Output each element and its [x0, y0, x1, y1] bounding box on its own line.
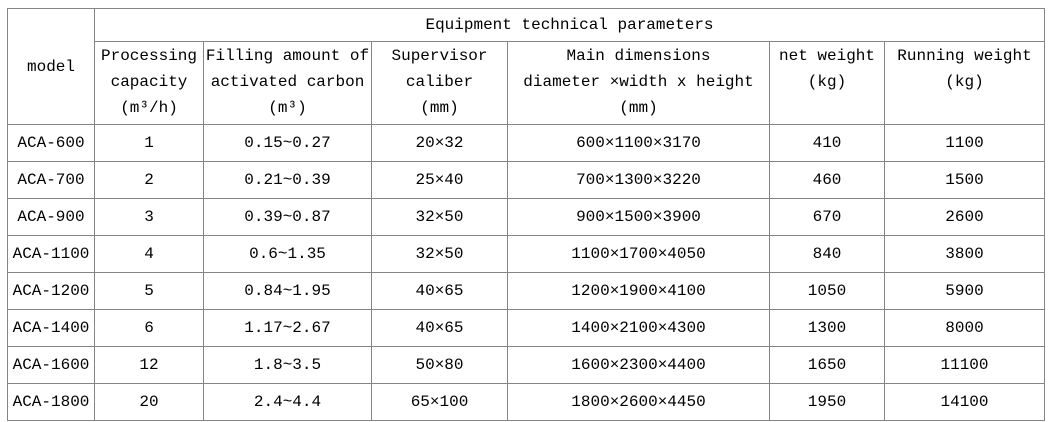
cell-processing-capacity: 2: [94, 161, 204, 199]
cell-processing-capacity: 1: [94, 124, 204, 162]
cell-model: ACA-1100: [7, 235, 95, 273]
cell-main-dimensions: 1200×1900×4100: [507, 272, 770, 310]
cell-filling-amount: 1.8~3.5: [203, 346, 372, 384]
cell-supervisor-caliber: 20×32: [371, 124, 508, 162]
column-header-model: model: [7, 8, 95, 125]
cell-main-dimensions: 600×1100×3170: [507, 124, 770, 162]
cell-filling-amount: 2.4~4.4: [203, 383, 372, 421]
header-unit: (m³): [268, 99, 307, 117]
table-row: ACA-700 2 0.21~0.39 25×40 700×1300×3220 460 15…: [7, 161, 1045, 199]
column-header-running-weight: Running weight (kg): [884, 41, 1045, 125]
cell-processing-capacity: 6: [94, 309, 204, 347]
header-line: Running weight: [897, 47, 1032, 65]
cell-model: ACA-1200: [7, 272, 95, 310]
cell-model: ACA-600: [7, 124, 95, 162]
cell-model: ACA-1800: [7, 383, 95, 421]
table-row: ACA-1400 6 1.17~2.67 40×65 1400×2100×4300 130…: [7, 309, 1045, 347]
cell-net-weight: 840: [769, 235, 885, 273]
cell-processing-capacity: 20: [94, 383, 204, 421]
cell-running-weight: 1500: [884, 161, 1045, 199]
header-line: diameter ×width x height: [523, 73, 754, 91]
header-line: Processing: [100, 47, 197, 65]
cell-net-weight: 670: [769, 198, 885, 236]
table-subheader-row: Processing capacity (m³/h) Filling amoun…: [8, 41, 1045, 125]
cell-processing-capacity: 4: [94, 235, 204, 273]
cell-filling-amount: 0.21~0.39: [203, 161, 372, 199]
cell-model: ACA-900: [7, 198, 95, 236]
column-header-main-dimensions: Main dimensions diameter ×width x height…: [507, 41, 770, 125]
cell-model: ACA-1400: [7, 309, 95, 347]
cell-filling-amount: 0.6~1.35: [203, 235, 372, 273]
cell-supervisor-caliber: 32×50: [371, 198, 508, 236]
header-line: Main dimensions: [566, 47, 711, 65]
cell-main-dimensions: 1100×1700×4050: [507, 235, 770, 273]
header-line: net weight: [778, 47, 875, 65]
table-row: ACA-900 3 0.39~0.87 32×50 900×1500×3900 670 26…: [7, 198, 1045, 236]
table-row: ACA-1600 12 1.8~3.5 50×80 1600×2300×4400 1650…: [7, 346, 1045, 384]
cell-running-weight: 14100: [884, 383, 1045, 421]
cell-running-weight: 3800: [884, 235, 1045, 273]
cell-model: ACA-700: [7, 161, 95, 199]
header-unit: (mm): [420, 99, 459, 117]
table-body: ACA-600 1 0.15~0.27 20×32 600×1100×3170 410 11…: [7, 124, 1045, 421]
cell-main-dimensions: 700×1300×3220: [507, 161, 770, 199]
header-line: caliber: [405, 73, 474, 91]
cell-net-weight: 1050: [769, 272, 885, 310]
table-row: ACA-1800 20 2.4~4.4 65×100 1800×2600×4450 195…: [7, 383, 1045, 421]
column-header-supervisor-caliber: Supervisor caliber (mm): [371, 41, 508, 125]
table-title: Equipment technical parameters: [94, 8, 1045, 42]
cell-running-weight: 8000: [884, 309, 1045, 347]
header-unit: (m³/h): [120, 99, 178, 117]
cell-filling-amount: 0.84~1.95: [203, 272, 372, 310]
cell-running-weight: 11100: [884, 346, 1045, 384]
cell-net-weight: 1950: [769, 383, 885, 421]
cell-processing-capacity: 12: [94, 346, 204, 384]
cell-running-weight: 2600: [884, 198, 1045, 236]
cell-processing-capacity: 3: [94, 198, 204, 236]
cell-processing-capacity: 5: [94, 272, 204, 310]
cell-net-weight: 1650: [769, 346, 885, 384]
table-row: ACA-1200 5 0.84~1.95 40×65 1200×1900×4100 105…: [7, 272, 1045, 310]
header-line: Supervisor: [391, 47, 488, 65]
table-header: model Equipment technical parameters Pro…: [7, 8, 1045, 125]
header-line: capacity: [110, 73, 188, 91]
column-header-processing-capacity: Processing capacity (m³/h): [94, 41, 204, 125]
header-line: activated carbon: [210, 73, 365, 91]
header-unit: (mm): [619, 99, 658, 117]
cell-supervisor-caliber: 50×80: [371, 346, 508, 384]
table-title-row: model Equipment technical parameters: [7, 8, 1045, 125]
table-row: ACA-1100 4 0.6~1.35 32×50 1100×1700×4050 840 3…: [7, 235, 1045, 273]
cell-supervisor-caliber: 40×65: [371, 309, 508, 347]
table-row: ACA-600 1 0.15~0.27 20×32 600×1100×3170 410 11…: [7, 124, 1045, 162]
cell-net-weight: 460: [769, 161, 885, 199]
cell-net-weight: 1300: [769, 309, 885, 347]
header-unit: (kg): [945, 73, 984, 91]
cell-main-dimensions: 1800×2600×4450: [507, 383, 770, 421]
column-header-net-weight: net weight (kg): [769, 41, 885, 125]
cell-filling-amount: 0.15~0.27: [203, 124, 372, 162]
cell-supervisor-caliber: 40×65: [371, 272, 508, 310]
cell-main-dimensions: 1600×2300×4400: [507, 346, 770, 384]
cell-net-weight: 410: [769, 124, 885, 162]
cell-model: ACA-1600: [7, 346, 95, 384]
cell-filling-amount: 0.39~0.87: [203, 198, 372, 236]
column-header-filling-amount: Filling amount of activated carbon (m³): [203, 41, 372, 125]
cell-main-dimensions: 900×1500×3900: [507, 198, 770, 236]
cell-supervisor-caliber: 25×40: [371, 161, 508, 199]
header-line: Filling amount of: [205, 47, 370, 65]
cell-filling-amount: 1.17~2.67: [203, 309, 372, 347]
cell-main-dimensions: 1400×2100×4300: [507, 309, 770, 347]
header-unit: (kg): [807, 73, 847, 91]
cell-running-weight: 1100: [884, 124, 1045, 162]
cell-supervisor-caliber: 32×50: [371, 235, 508, 273]
equipment-parameters-table: model Equipment technical parameters Pro…: [7, 8, 1045, 421]
cell-running-weight: 5900: [884, 272, 1045, 310]
cell-supervisor-caliber: 65×100: [371, 383, 508, 421]
